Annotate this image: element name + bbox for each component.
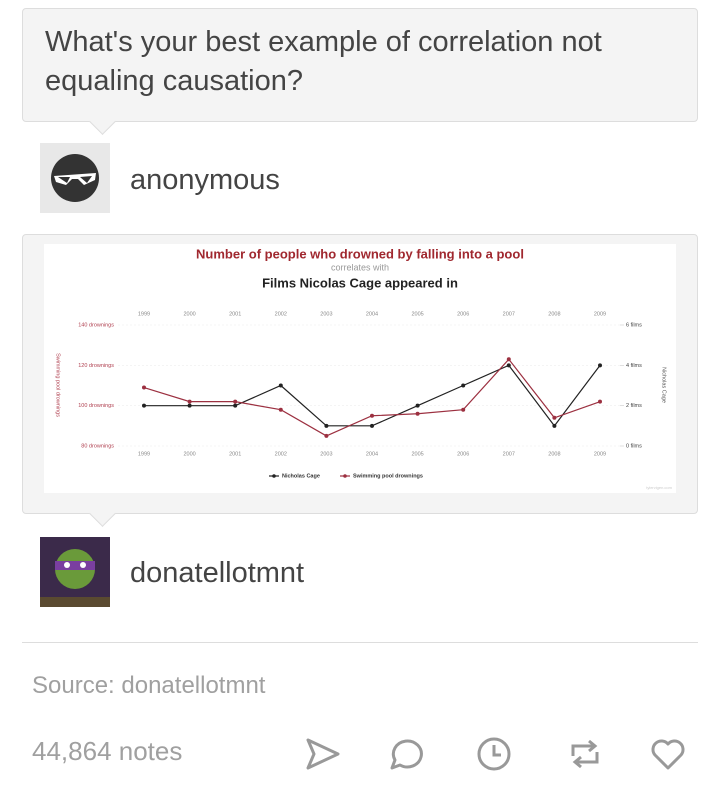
- x-tick-label: 2008: [548, 451, 560, 457]
- series-point: [142, 403, 146, 408]
- queue-icon[interactable]: [474, 734, 514, 774]
- asker-name[interactable]: anonymous: [130, 164, 280, 196]
- notes-count[interactable]: 44,864 notes: [32, 736, 183, 766]
- watermark: tylervigen.com: [646, 485, 672, 490]
- chart-subtitle: correlates with: [331, 262, 389, 272]
- series-point: [370, 413, 374, 418]
- legend-label: Nicholas Cage: [282, 473, 320, 479]
- legend-label: Swimming pool drownings: [353, 473, 423, 479]
- x-tick-label-top: 2009: [594, 311, 606, 317]
- series-point: [598, 399, 602, 404]
- x-tick-label: 2007: [503, 451, 515, 457]
- y-axis-label: Swimming pool drownings: [55, 353, 61, 417]
- x-tick-label: 2004: [366, 451, 378, 457]
- series-point: [278, 383, 283, 388]
- x-tick-label-top: 2003: [320, 311, 332, 317]
- chart: Number of people who drowned by falling …: [44, 244, 676, 493]
- x-tick-label-top: 2004: [366, 311, 378, 317]
- chart-title: Number of people who drowned by falling …: [196, 246, 524, 261]
- asker-avatar[interactable]: [40, 143, 110, 213]
- y-tick-label: 100 drownings: [78, 403, 114, 409]
- x-tick-label: 1999: [138, 451, 150, 457]
- series-point: [233, 403, 238, 408]
- series-point: [278, 407, 283, 412]
- x-tick-label-top: 2002: [275, 311, 287, 317]
- series-point: [415, 403, 420, 408]
- x-tick-label: 2001: [229, 451, 241, 457]
- series-point: [461, 407, 466, 412]
- answerer-name[interactable]: donatellotmnt: [130, 557, 305, 589]
- bubble-pointer: [89, 108, 116, 135]
- answerer-avatar[interactable]: [40, 537, 110, 607]
- series-point: [324, 433, 329, 438]
- series-point: [552, 423, 557, 428]
- series-point: [415, 411, 420, 416]
- y-tick-label: 140 drownings: [78, 322, 114, 328]
- source-link[interactable]: Source: donatellotmnt: [32, 672, 266, 699]
- y2-tick-label: 2 films: [626, 403, 642, 409]
- x-tick-label-top: 2006: [457, 311, 469, 317]
- series-point: [461, 383, 466, 388]
- question-bubble: What's your best example of correlation …: [22, 8, 698, 135]
- series-point: [552, 415, 557, 420]
- x-tick-label: 2003: [320, 451, 332, 457]
- series-point: [370, 423, 374, 428]
- x-tick-label-top: 2001: [229, 311, 241, 317]
- x-tick-label: 2006: [457, 451, 469, 457]
- series-point: [506, 363, 511, 368]
- x-tick-label: 2000: [183, 451, 195, 457]
- legend-marker: [343, 474, 347, 478]
- y2-axis-label: Nicholas Cage: [661, 367, 667, 403]
- x-tick-label-top: 2000: [183, 311, 195, 317]
- y-tick-label: 120 drownings: [78, 363, 114, 369]
- y2-tick-label: 4 films: [626, 363, 642, 369]
- series-point: [142, 385, 146, 390]
- y2-tick-label: 6 films: [626, 322, 642, 328]
- y-tick-label: 80 drownings: [81, 443, 114, 449]
- divider: [22, 642, 698, 643]
- series-point: [233, 399, 238, 404]
- legend-marker: [272, 474, 276, 478]
- question-text: What's your best example of correlation …: [45, 26, 602, 97]
- series-point: [506, 357, 511, 362]
- x-tick-label: 2005: [411, 451, 423, 457]
- series-point: [598, 363, 602, 368]
- x-tick-label-top: 2007: [503, 311, 515, 317]
- reblog-icon[interactable]: [565, 734, 605, 774]
- share-icon[interactable]: [302, 734, 342, 774]
- bubble-pointer: [89, 500, 116, 527]
- x-tick-label-top: 2005: [411, 311, 423, 317]
- x-tick-label-top: 2008: [548, 311, 560, 317]
- x-tick-label-top: 1999: [138, 311, 150, 317]
- series-point: [187, 403, 192, 408]
- y2-tick-label: 0 films: [626, 443, 642, 449]
- series-point: [187, 399, 192, 404]
- chart-title-2: Films Nicolas Cage appeared in: [262, 275, 458, 290]
- like-icon[interactable]: [648, 734, 688, 774]
- series-point: [324, 423, 329, 428]
- x-tick-label: 2002: [275, 451, 287, 457]
- x-tick-label: 2009: [594, 451, 606, 457]
- reply-icon[interactable]: [384, 734, 424, 774]
